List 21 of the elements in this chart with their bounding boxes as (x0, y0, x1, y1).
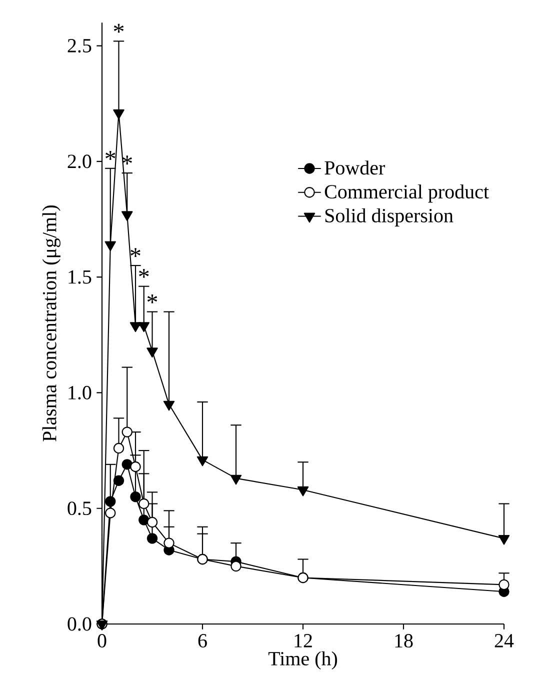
annotation: * (106, 151, 116, 160)
y-tick-label: 2.5 (68, 39, 92, 53)
y-tick-label: 2.0 (68, 154, 92, 168)
y-tick-label: 0.5 (68, 502, 92, 516)
legend-label: Commercial product (324, 184, 489, 203)
annotation: * (130, 248, 140, 257)
y-tick-label: 1.0 (68, 386, 92, 400)
legend-label: Solid dispersion (325, 208, 454, 226)
y-axis-title: Plasma concentration (μg/ml) (42, 206, 60, 442)
annotation: * (114, 24, 124, 33)
y-tick-label: 1.5 (68, 270, 92, 284)
x-tick-label: 24 (494, 634, 514, 648)
legend-label: Powder (324, 160, 385, 175)
x-tick-label: 12 (294, 634, 312, 648)
x-tick-label: 0 (98, 634, 106, 648)
annotation: * (147, 294, 158, 304)
annotation: * (139, 269, 149, 278)
x-tick-label: 6 (198, 634, 207, 648)
y-tick-label: 0.0 (68, 617, 92, 631)
x-tick-label: 18 (395, 634, 413, 648)
x-axis-title: Time (h) (268, 651, 338, 670)
